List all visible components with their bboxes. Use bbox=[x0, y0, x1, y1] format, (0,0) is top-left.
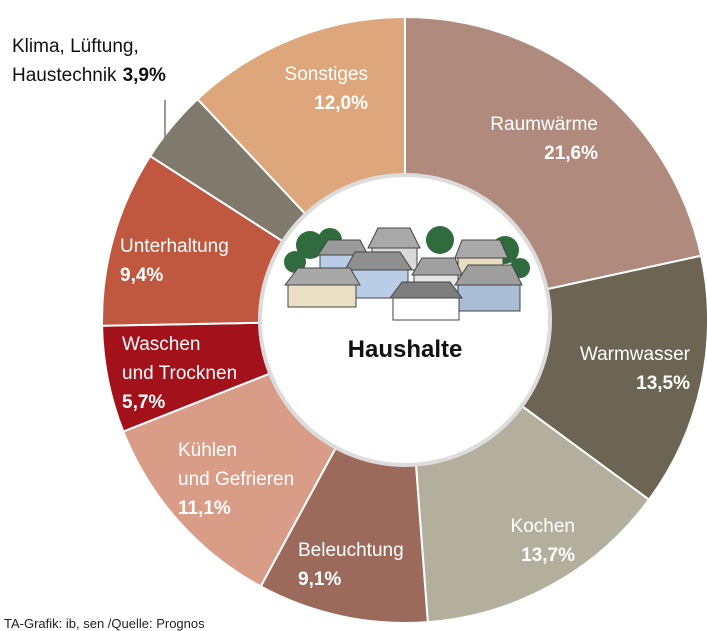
value-label: 9,1% bbox=[298, 565, 404, 594]
category-name: Kühlen und Gefrieren bbox=[178, 440, 294, 490]
value-label: 11,1% bbox=[178, 494, 294, 523]
category-name: Unterhaltung bbox=[120, 236, 229, 257]
value-label: 5,7% bbox=[122, 388, 237, 417]
slice-label: Kochen 13,7% bbox=[511, 512, 575, 570]
category-name: Klima, Lüftung, Haustechnik bbox=[12, 36, 139, 86]
slice-label: Sonstiges 12,0% bbox=[285, 60, 368, 118]
value-label: 12,0% bbox=[285, 89, 368, 118]
category-name: Kochen bbox=[511, 516, 575, 537]
value-label: 3,9% bbox=[123, 65, 166, 86]
value-label: 13,7% bbox=[511, 541, 575, 570]
category-name: Warmwasser bbox=[580, 344, 690, 365]
slice-label: Beleuchtung 9,1% bbox=[298, 536, 404, 594]
slice-label: Warmwasser 13,5% bbox=[580, 340, 690, 398]
center-label: Haushalte bbox=[348, 336, 463, 363]
slice-label: Kühlen und Gefrieren 11,1% bbox=[178, 436, 294, 523]
category-name: Sonstiges bbox=[285, 64, 368, 85]
category-name: Raumwärme bbox=[490, 114, 598, 135]
category-name: Waschen und Trocknen bbox=[122, 334, 237, 384]
value-label: 21,6% bbox=[490, 139, 598, 168]
slice-label: Unterhaltung 9,4% bbox=[120, 232, 229, 290]
value-label: 13,5% bbox=[580, 369, 690, 398]
source: TA-Grafik: ib, sen /Quelle: Prognos bbox=[4, 616, 205, 631]
slice-label: Waschen und Trocknen 5,7% bbox=[122, 330, 237, 417]
slice-label: Raumwärme 21,6% bbox=[490, 110, 598, 168]
page: Haushalte TA-Grafik: ib, sen /Quelle: Pr… bbox=[0, 0, 707, 627]
value-label: 9,4% bbox=[120, 261, 229, 290]
category-name: Beleuchtung bbox=[298, 540, 404, 561]
houses-illustration bbox=[284, 226, 530, 320]
